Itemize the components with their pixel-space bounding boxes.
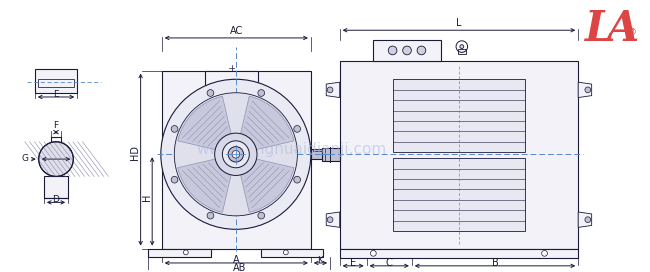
Circle shape xyxy=(171,176,178,183)
Circle shape xyxy=(294,126,300,132)
Circle shape xyxy=(585,217,591,222)
Circle shape xyxy=(183,250,188,255)
Circle shape xyxy=(370,251,376,256)
Text: F: F xyxy=(53,121,58,130)
Bar xyxy=(458,48,465,54)
Text: K: K xyxy=(318,256,324,265)
Circle shape xyxy=(541,251,547,256)
Circle shape xyxy=(403,46,411,55)
Circle shape xyxy=(222,141,250,168)
Circle shape xyxy=(232,150,240,158)
Bar xyxy=(322,147,340,161)
Circle shape xyxy=(417,46,426,55)
Circle shape xyxy=(171,126,178,132)
Bar xyxy=(162,71,311,249)
Circle shape xyxy=(327,217,333,222)
Bar xyxy=(393,79,525,152)
Wedge shape xyxy=(240,96,294,150)
Bar xyxy=(340,249,578,258)
Bar xyxy=(44,177,68,197)
Text: G: G xyxy=(21,154,28,163)
Circle shape xyxy=(460,45,463,48)
Circle shape xyxy=(228,147,244,162)
Bar xyxy=(373,40,441,61)
Wedge shape xyxy=(240,159,294,212)
Polygon shape xyxy=(578,82,592,98)
Circle shape xyxy=(585,87,591,93)
Text: E: E xyxy=(53,90,59,99)
Text: H: H xyxy=(142,194,152,201)
Circle shape xyxy=(161,79,311,229)
Text: AB: AB xyxy=(233,262,246,272)
Bar xyxy=(35,69,77,93)
Circle shape xyxy=(283,250,288,255)
Polygon shape xyxy=(326,82,340,98)
Wedge shape xyxy=(177,96,231,150)
Circle shape xyxy=(294,176,300,183)
Polygon shape xyxy=(326,212,340,227)
Circle shape xyxy=(174,93,298,216)
Circle shape xyxy=(327,87,333,93)
Circle shape xyxy=(39,142,73,177)
Bar xyxy=(148,249,211,257)
Text: ®: ® xyxy=(628,28,637,37)
Circle shape xyxy=(207,89,214,96)
Text: B: B xyxy=(491,258,499,268)
Text: A: A xyxy=(233,255,240,265)
Circle shape xyxy=(258,212,265,219)
Polygon shape xyxy=(578,212,592,227)
Text: HD: HD xyxy=(130,145,140,160)
Circle shape xyxy=(214,133,257,175)
Bar xyxy=(38,79,74,87)
Text: AC: AC xyxy=(229,26,243,36)
Bar xyxy=(340,61,578,249)
Circle shape xyxy=(258,89,265,96)
Text: www.jianghuaidianji.com: www.jianghuaidianji.com xyxy=(196,142,387,157)
Text: L: L xyxy=(456,18,461,28)
Circle shape xyxy=(207,212,214,219)
Text: E: E xyxy=(350,258,356,268)
Bar xyxy=(393,158,525,231)
Text: C: C xyxy=(386,258,393,268)
Text: A: A xyxy=(606,8,638,50)
Bar xyxy=(313,149,326,152)
Bar xyxy=(311,150,330,159)
Bar xyxy=(205,71,258,92)
Text: D: D xyxy=(53,195,59,204)
Bar xyxy=(261,249,323,257)
Circle shape xyxy=(388,46,397,55)
Wedge shape xyxy=(177,159,231,212)
Text: L: L xyxy=(585,8,614,50)
